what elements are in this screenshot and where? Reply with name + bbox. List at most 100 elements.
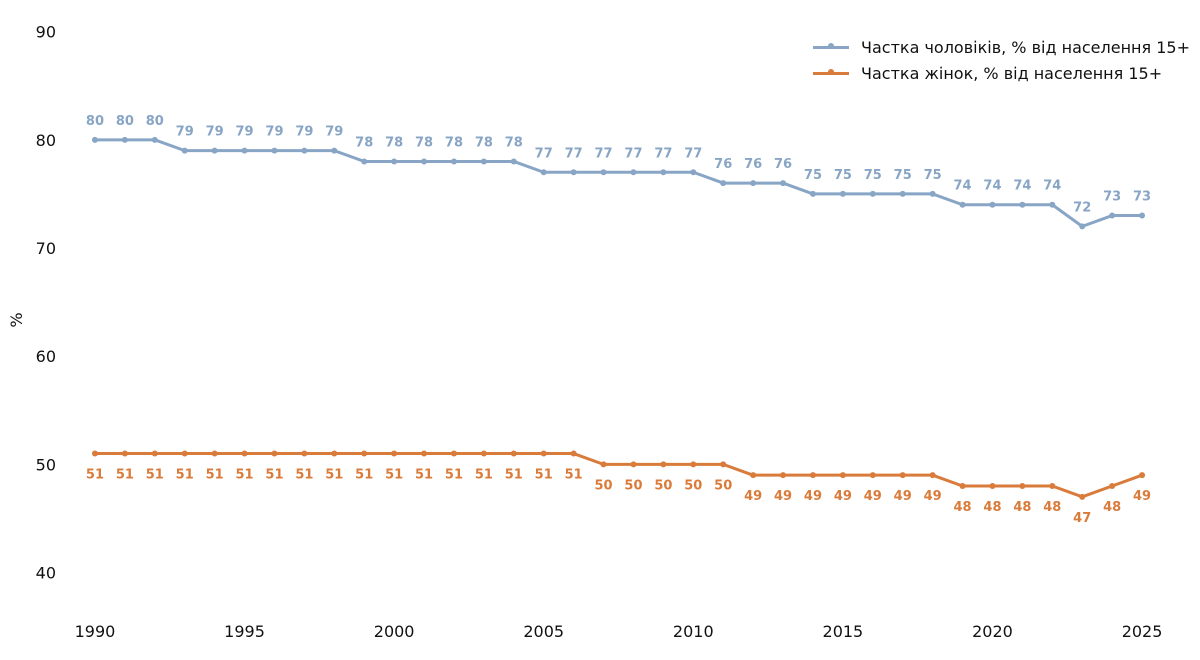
data-point xyxy=(301,450,308,457)
data-label: 51 xyxy=(565,468,583,483)
data-label: 50 xyxy=(624,478,642,493)
data-label: 50 xyxy=(654,478,672,493)
data-label: 75 xyxy=(834,168,852,183)
data-point xyxy=(181,450,188,457)
data-label: 51 xyxy=(116,468,134,483)
data-point xyxy=(630,169,637,176)
data-label: 51 xyxy=(355,468,373,483)
data-point xyxy=(361,450,368,457)
y-tick-label: 50 xyxy=(36,455,56,474)
data-point xyxy=(630,461,637,468)
data-label: 80 xyxy=(146,114,164,129)
data-point xyxy=(750,472,757,479)
data-label: 76 xyxy=(714,157,732,172)
data-point xyxy=(421,450,428,457)
data-point xyxy=(929,472,936,479)
data-label: 77 xyxy=(535,146,553,161)
data-point xyxy=(1049,201,1056,208)
data-point xyxy=(929,190,936,197)
data-label: 49 xyxy=(744,489,762,504)
data-label: 48 xyxy=(1043,500,1061,515)
data-point xyxy=(241,450,248,457)
data-label: 79 xyxy=(176,125,194,140)
data-label: 49 xyxy=(924,489,942,504)
data-point xyxy=(660,169,667,176)
data-point xyxy=(91,450,98,457)
data-label: 51 xyxy=(445,468,463,483)
data-label: 49 xyxy=(1133,489,1151,504)
legend-swatch-men xyxy=(813,43,850,49)
data-label: 50 xyxy=(684,478,702,493)
data-point xyxy=(450,158,457,165)
data-label: 51 xyxy=(265,468,283,483)
data-point xyxy=(690,461,697,468)
data-label: 50 xyxy=(594,478,612,493)
data-point xyxy=(570,450,577,457)
data-label: 51 xyxy=(325,468,343,483)
data-label: 78 xyxy=(475,135,493,150)
data-point xyxy=(720,461,727,468)
data-point xyxy=(480,158,487,165)
legend-label-women: Частка жінок, % від населення 15+ xyxy=(861,63,1163,83)
data-point xyxy=(540,169,547,176)
data-point xyxy=(600,461,607,468)
data-point xyxy=(839,190,846,197)
data-point xyxy=(869,472,876,479)
data-label: 78 xyxy=(415,135,433,150)
data-label: 79 xyxy=(206,125,224,140)
data-label: 49 xyxy=(894,489,912,504)
data-point xyxy=(510,450,517,457)
data-point xyxy=(570,169,577,176)
data-point xyxy=(151,450,158,457)
data-label: 74 xyxy=(954,179,972,194)
data-point xyxy=(1019,483,1026,489)
data-point xyxy=(899,190,906,197)
data-point xyxy=(480,450,487,457)
data-label: 76 xyxy=(774,157,792,172)
data-label: 80 xyxy=(86,114,104,129)
data-point xyxy=(869,190,876,197)
data-label: 78 xyxy=(505,135,523,150)
y-tick-label: 60 xyxy=(36,347,56,366)
data-label: 74 xyxy=(1013,179,1031,194)
data-label: 51 xyxy=(415,468,433,483)
data-label: 48 xyxy=(1013,500,1031,515)
data-point xyxy=(1109,212,1116,219)
data-label: 79 xyxy=(235,125,253,140)
data-point xyxy=(211,147,218,154)
data-label: 79 xyxy=(265,125,283,140)
data-point xyxy=(1019,201,1026,208)
data-label: 78 xyxy=(355,135,373,150)
series-group: 80 80 80 79 79 79 79 79 79 78 78 78 78 78 78 77 77 77 77 77… xyxy=(86,114,1151,526)
data-point xyxy=(271,450,278,457)
data-point xyxy=(271,147,278,154)
data-label: 74 xyxy=(983,179,1001,194)
data-point xyxy=(151,136,158,143)
data-point xyxy=(540,450,547,457)
data-label: 79 xyxy=(325,125,343,140)
data-label: 49 xyxy=(804,489,822,504)
data-label: 73 xyxy=(1133,190,1151,205)
data-point xyxy=(331,147,338,154)
series-line xyxy=(94,138,1143,228)
data-point xyxy=(1049,483,1056,489)
data-label: 51 xyxy=(176,468,194,483)
data-label: 47 xyxy=(1073,511,1091,526)
data-point xyxy=(690,169,697,176)
data-label: 51 xyxy=(475,468,493,483)
data-point xyxy=(780,472,787,479)
series-men: 80 80 80 79 79 79 79 79 79 78 78 78 78 78 78 77 77 77 77 77… xyxy=(86,114,1151,230)
data-label: 78 xyxy=(445,135,463,150)
data-point xyxy=(660,461,667,468)
data-label: 48 xyxy=(1103,500,1121,515)
legend: Частка чоловіків, % від населення 15+ Ча… xyxy=(813,34,1190,86)
data-point xyxy=(1079,223,1086,230)
x-tick-label: 2020 xyxy=(972,622,1013,641)
data-point xyxy=(959,483,966,489)
data-point xyxy=(1139,212,1146,219)
y-axis-label: % xyxy=(7,312,26,327)
data-point xyxy=(510,158,517,165)
data-label: 50 xyxy=(714,478,732,493)
data-point xyxy=(211,450,218,457)
data-point xyxy=(989,483,996,489)
